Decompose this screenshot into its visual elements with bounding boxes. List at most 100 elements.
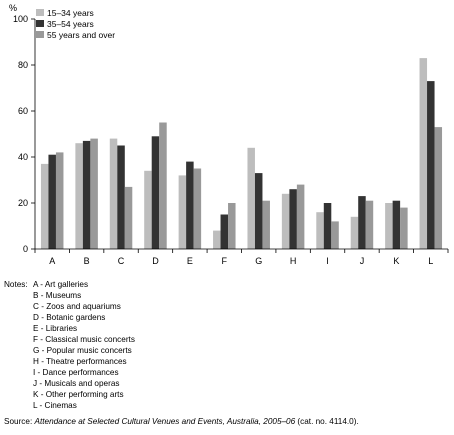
x-tick-label: F	[222, 256, 228, 266]
bar	[124, 186, 133, 249]
note-text: D - Botanic gardens	[33, 313, 106, 322]
legend-swatch	[36, 9, 44, 16]
bar	[262, 200, 270, 249]
notes-spacer	[4, 323, 33, 334]
note-item: K - Other performing arts	[4, 389, 135, 400]
y-tick-label: 80	[18, 60, 28, 70]
notes-prefix: Notes:	[4, 280, 28, 289]
bar	[427, 81, 435, 249]
x-tick-label: D	[152, 256, 159, 266]
bar	[316, 212, 324, 249]
bar	[178, 175, 187, 249]
bars	[40, 58, 443, 249]
note-text: K - Other performing arts	[33, 390, 124, 399]
x-tick-label: C	[118, 256, 125, 266]
bar	[434, 127, 443, 249]
y-tick-label: 40	[18, 152, 28, 162]
x-tick-label: H	[290, 256, 297, 266]
note-item: B - Museums	[4, 290, 135, 301]
bar	[281, 193, 290, 249]
notes-spacer	[4, 334, 33, 345]
note-text: B - Museums	[33, 291, 82, 300]
x-tick-label: I	[326, 256, 329, 266]
note-text: F - Classical music concerts	[33, 335, 135, 344]
note-text: A - Art galleries	[33, 280, 89, 289]
bar	[289, 189, 297, 249]
note-item: I - Dance performances	[4, 367, 135, 378]
note-item: G - Popular music concerts	[4, 345, 135, 356]
notes-spacer	[4, 356, 33, 367]
x-tick-label: K	[393, 256, 399, 266]
note-text: G - Popular music concerts	[33, 346, 132, 355]
bar	[151, 136, 160, 249]
notes: Notes: A - Art galleries B - Museums C - Zo…	[4, 279, 135, 411]
x-tick-label: A	[49, 256, 55, 266]
source-note: Source: Attendance at Selected Cultural …	[4, 417, 359, 426]
bar	[392, 200, 401, 249]
note-item: H - Theatre performances	[4, 356, 135, 367]
source-suffix: (cat. no. 4114.0).	[295, 417, 359, 426]
bar	[213, 230, 221, 249]
bar	[220, 214, 229, 249]
x-tick-label: J	[360, 256, 365, 266]
y-tick-label: 0	[23, 244, 28, 254]
bar	[40, 163, 49, 249]
note-item: F - Classical music concerts	[4, 334, 135, 345]
bar	[350, 216, 359, 249]
bar-chart: 0 20 40 60 80 100 A B C D E F G H I J K L 15–34 years35–…	[9, 3, 449, 266]
note-text: C - Zoos and aquariums	[33, 302, 121, 311]
bar	[75, 143, 83, 249]
notes-spacer	[4, 389, 33, 400]
bar	[109, 138, 118, 249]
bar	[144, 170, 152, 249]
note-item: E - Libraries	[4, 323, 135, 334]
note-text: H - Theatre performances	[33, 357, 127, 366]
bar	[323, 203, 332, 249]
notes-spacer	[4, 290, 33, 301]
notes-spacer	[4, 378, 33, 389]
bar	[365, 200, 374, 249]
bar	[400, 207, 408, 249]
source-prefix: Source:	[4, 417, 35, 426]
notes-spacer	[4, 345, 33, 356]
x-tick-label: B	[84, 256, 90, 266]
note-text: I - Dance performances	[33, 368, 119, 377]
bar	[228, 203, 236, 249]
y-tick-label: 20	[18, 198, 28, 208]
y-tick-label: 100	[13, 14, 28, 24]
bar	[55, 152, 64, 249]
legend-swatch	[36, 31, 44, 38]
bar	[159, 122, 167, 249]
bar	[48, 154, 56, 249]
x-tick-label: L	[428, 256, 433, 266]
y-axis: 0 20 40 60 80 100	[13, 14, 36, 254]
bar	[419, 58, 428, 249]
bar	[186, 161, 194, 249]
notes-spacer	[4, 367, 33, 378]
note-item: Notes: A - Art galleries	[4, 279, 135, 290]
notes-spacer	[4, 301, 33, 312]
note-item: J - Musicals and operas	[4, 378, 135, 389]
bar	[254, 173, 263, 249]
bar	[331, 221, 339, 249]
bar	[385, 203, 393, 249]
bar	[193, 168, 202, 249]
bar	[90, 138, 98, 249]
x-tick-label: G	[255, 256, 262, 266]
x-tick-label: E	[187, 256, 193, 266]
source-title: Attendance at Selected Cultural Venues a…	[34, 417, 296, 426]
notes-spacer	[4, 312, 33, 323]
legend-swatch	[36, 20, 44, 27]
note-item: L - Cinemas	[4, 400, 135, 411]
legend-label: 15–34 years	[47, 8, 94, 18]
notes-spacer	[4, 400, 33, 411]
note-text: E - Libraries	[33, 324, 78, 333]
bar	[247, 147, 255, 249]
bar	[82, 140, 91, 249]
bar	[358, 196, 366, 249]
note-item: D - Botanic gardens	[4, 312, 135, 323]
legend-label: 35–54 years	[47, 19, 94, 29]
bar	[117, 145, 125, 249]
y-tick-label: 60	[18, 106, 28, 116]
